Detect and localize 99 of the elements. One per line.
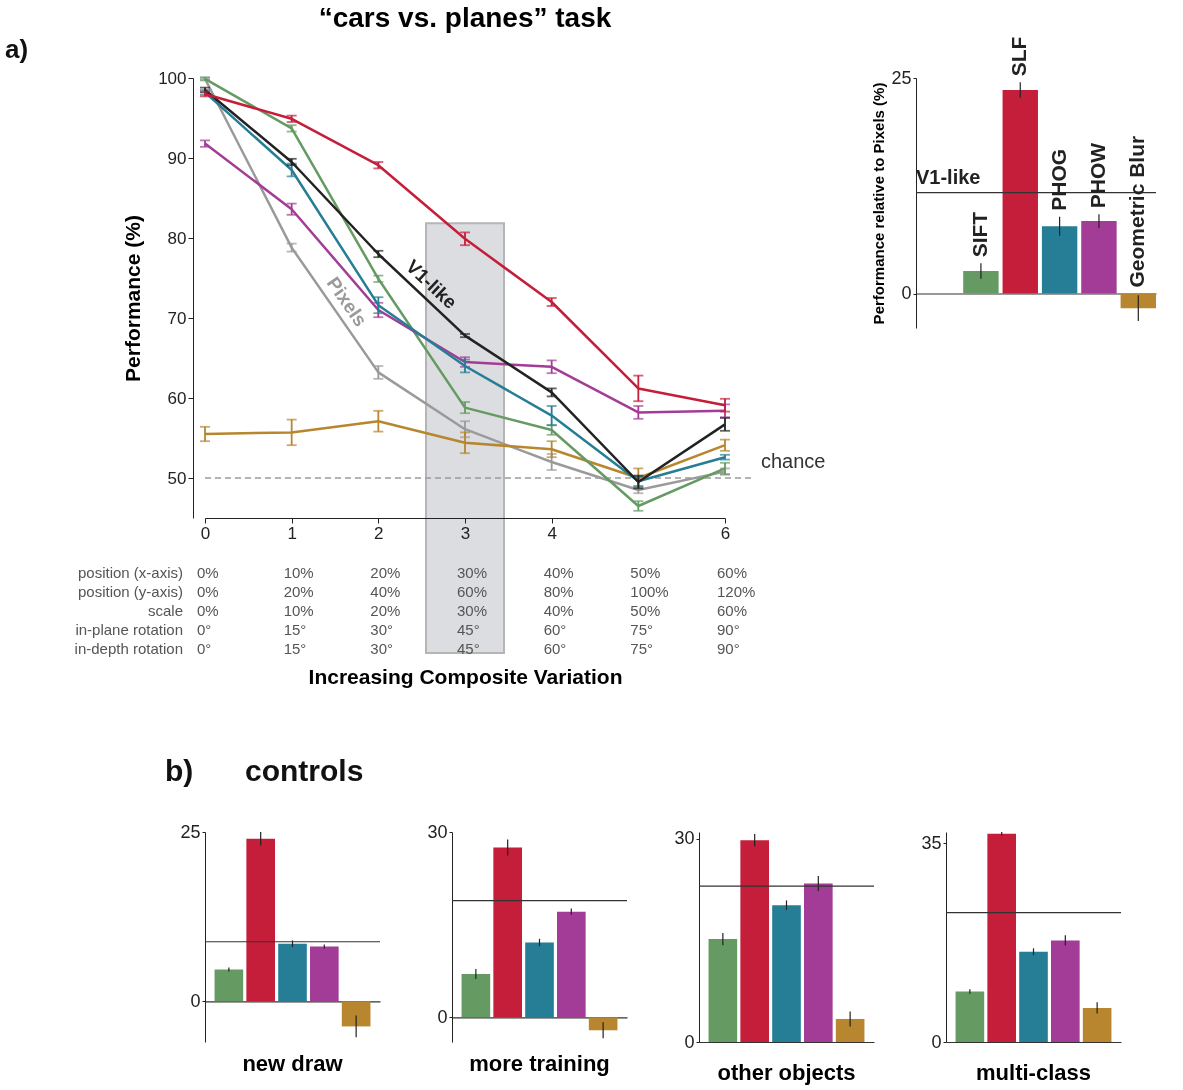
bar	[310, 946, 339, 1002]
text: 40%	[543, 564, 574, 581]
text: 20%	[283, 583, 314, 600]
bar	[835, 1018, 865, 1042]
bar	[1002, 90, 1038, 294]
text: 50%	[630, 564, 661, 581]
text: new draw	[242, 1051, 344, 1076]
text: position (x-axis)	[77, 564, 183, 581]
bar	[1081, 221, 1117, 294]
y-tick-label: 80	[167, 228, 187, 248]
text: other objects	[717, 1060, 856, 1085]
text: more training	[469, 1051, 610, 1076]
y-tick-label: 25	[180, 821, 201, 842]
text: 10%	[283, 564, 314, 581]
text: 45°	[457, 640, 480, 657]
text: 0%	[197, 583, 219, 600]
x-tick-label: 1	[287, 523, 297, 543]
y-axis-title: Performance (%)	[121, 215, 145, 382]
ref-line-label: chance	[761, 450, 826, 472]
y-tick-label: 30	[674, 828, 695, 849]
text: 60°	[543, 621, 567, 638]
y-tick-label: 50	[167, 468, 187, 488]
text: 0°	[197, 640, 212, 657]
text: 90°	[717, 640, 740, 657]
bar	[461, 974, 491, 1018]
text: position (y-axis)	[77, 583, 183, 600]
x-tick-label: Geometric Blur	[1125, 135, 1149, 288]
x-tick-label: SLF	[1007, 36, 1031, 77]
text: 30%	[457, 564, 488, 581]
text: 60%	[717, 602, 748, 619]
bar	[278, 943, 307, 1002]
text: 0%	[197, 564, 219, 581]
text: 0°	[197, 621, 212, 638]
text: 20%	[370, 564, 401, 581]
bar	[772, 905, 801, 1042]
x-tick-label: SIFT	[967, 211, 991, 258]
x-tick-label: PHOG	[1046, 148, 1070, 211]
bar	[1041, 226, 1078, 294]
text: 60%	[717, 564, 748, 581]
x-tick-label: 6	[720, 523, 731, 543]
y-tick-label: 90	[167, 148, 187, 168]
bar	[987, 833, 1016, 1042]
bar	[1019, 951, 1048, 1042]
text: 50%	[630, 602, 661, 619]
y-tick-label: 30	[427, 821, 448, 842]
text: 40%	[543, 602, 574, 619]
text: in-plane rotation	[75, 621, 183, 638]
text: 75°	[630, 640, 654, 657]
bar	[740, 840, 769, 1042]
text: 0%	[197, 602, 219, 619]
text: 40%	[370, 583, 401, 600]
text: 75°	[630, 621, 654, 638]
text: 100%	[630, 583, 669, 600]
text: in-depth rotation	[74, 640, 183, 657]
text: a)	[5, 34, 29, 64]
text: 10%	[283, 602, 314, 619]
bar	[1120, 293, 1156, 309]
ref-line-label: V1-like	[916, 165, 981, 188]
y-tick-label: 100	[158, 68, 187, 88]
text: 80%	[543, 583, 574, 600]
text: scale	[147, 602, 183, 619]
x-axis-title: Increasing Composite Variation	[308, 664, 623, 688]
x-tick-label: 4	[547, 523, 557, 543]
bar	[341, 1001, 371, 1027]
bar	[493, 847, 522, 1018]
text: 60°	[543, 640, 567, 657]
chart-title: “cars vs. planes” task	[318, 2, 612, 33]
y-tick-label: 35	[921, 832, 942, 853]
text: 60%	[457, 583, 488, 600]
text: 90°	[717, 621, 740, 638]
text: b)	[165, 754, 194, 787]
x-tick-label: PHOW	[1085, 142, 1109, 209]
y-axis-title: Performance relative to Pixels (%)	[870, 82, 888, 325]
y-tick-label: 60	[167, 388, 187, 408]
text: 30°	[370, 640, 394, 657]
x-tick-label: 3	[460, 523, 471, 543]
bar	[963, 271, 999, 294]
text: 15°	[283, 640, 307, 657]
text: controls	[245, 754, 364, 787]
bar	[804, 883, 833, 1042]
y-tick-label: 25	[891, 67, 912, 88]
bar	[955, 991, 985, 1042]
text: 30°	[370, 621, 394, 638]
text: 30%	[457, 602, 488, 619]
bar	[246, 838, 275, 1002]
x-tick-label: 2	[374, 523, 384, 543]
bar	[588, 1017, 618, 1031]
text: multi-class	[976, 1060, 1091, 1085]
bar	[1082, 1007, 1112, 1042]
bar	[214, 969, 244, 1002]
text: 45°	[457, 621, 480, 638]
text: 120%	[717, 583, 756, 600]
y-tick-label: 70	[167, 308, 187, 328]
bar	[525, 942, 554, 1018]
bar	[708, 939, 738, 1042]
text: 20%	[370, 602, 401, 619]
bar	[557, 911, 586, 1018]
bar	[1051, 940, 1080, 1042]
text: 15°	[283, 621, 307, 638]
